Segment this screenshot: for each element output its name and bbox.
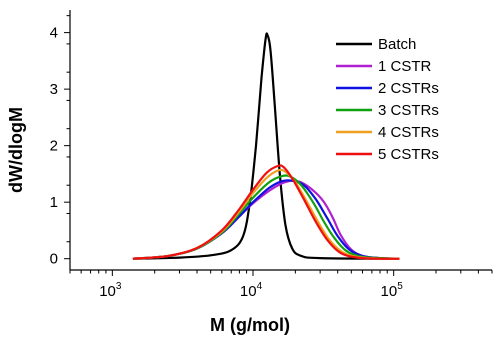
x-axis-label: M (g/mol) <box>210 315 290 335</box>
legend: Batch 1 CSTR 2 CSTRs 3 CSTRs 4 CSTRs 5 CSTRs <box>336 36 439 163</box>
series-line-1-cstr <box>132 179 400 260</box>
legend-label-4-cstrs: 4 CSTRs <box>378 124 439 141</box>
series-lines <box>132 32 400 260</box>
y-tick-label: 0 <box>50 251 58 268</box>
x-tick-label: 103 <box>99 281 122 300</box>
x-axis: 103 104 105 <box>69 270 493 300</box>
legend-label-batch: Batch <box>378 36 416 53</box>
y-tick-label: 1 <box>50 194 58 211</box>
x-tick-label: 104 <box>240 281 263 300</box>
series-line-3-cstrs <box>132 174 400 260</box>
x-tick-label: 105 <box>381 281 404 300</box>
y-axis-label: dW/dlogM <box>6 107 26 193</box>
legend-label-2-cstrs: 2 CSTRs <box>378 80 439 97</box>
legend-label-3-cstrs: 3 CSTRs <box>378 102 439 119</box>
y-tick-label: 4 <box>50 25 58 42</box>
series-line-batch <box>132 32 400 260</box>
series-line-4-cstrs <box>132 168 400 260</box>
y-axis: 0 1 2 3 4 <box>50 15 70 268</box>
y-tick-label: 3 <box>50 81 58 98</box>
legend-label-1-cstr: 1 CSTR <box>378 58 432 75</box>
series-line-5-cstrs <box>132 164 400 260</box>
plot-area <box>69 10 492 271</box>
y-tick-label: 2 <box>50 138 58 155</box>
legend-label-5-cstrs: 5 CSTRs <box>378 146 439 163</box>
